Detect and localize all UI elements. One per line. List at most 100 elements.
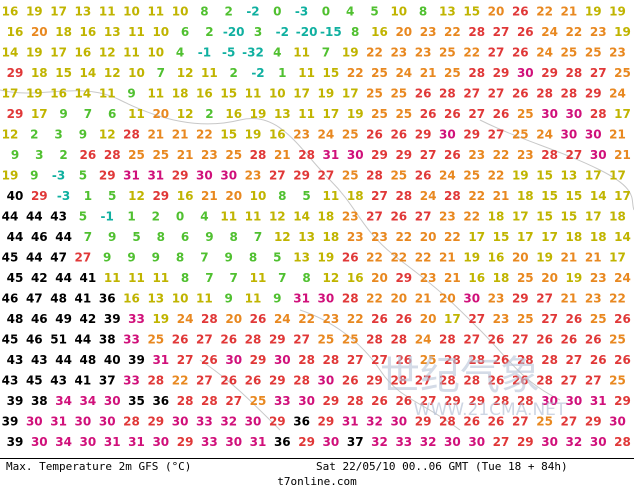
temperature-value: 25 — [371, 107, 388, 121]
temperature-value: 7 — [84, 107, 92, 121]
temperature-value: 26 — [488, 415, 505, 429]
temperature-value: 16 — [2, 5, 19, 19]
temperature-value: 31 — [123, 169, 140, 183]
temperature-value: 11 — [152, 271, 169, 285]
temperature-value: 41 — [80, 271, 97, 285]
footer-background — [0, 458, 634, 490]
temperature-value: 30 — [439, 128, 456, 142]
temperature-value: 29 — [152, 189, 169, 203]
temperature-value: 25 — [517, 107, 534, 121]
temperature-value: 26 — [444, 107, 461, 121]
temperature-value: 25 — [439, 46, 456, 60]
temperature-value: 28 — [366, 169, 383, 183]
temperature-value: 31 — [50, 415, 67, 429]
temperature-value: 19 — [536, 251, 553, 265]
temperature-value: 46 — [26, 333, 43, 347]
temperature-value: 16 — [7, 25, 24, 39]
temperature-value: 30 — [323, 435, 340, 449]
temperature-value: 37 — [347, 435, 364, 449]
temperature-value: 8 — [157, 230, 165, 244]
temperature-value: 22 — [609, 292, 626, 306]
temperature-value: 36 — [99, 292, 116, 306]
temperature-value: 27 — [196, 374, 213, 388]
temperature-value: 9 — [108, 230, 116, 244]
temperature-value: 30 — [566, 394, 583, 408]
temperature-value: 2 — [205, 107, 213, 121]
temperature-value: 27 — [566, 353, 583, 367]
temperature-value: 15 — [220, 128, 237, 142]
temperature-value: 19 — [318, 87, 335, 101]
temperature-value: 20 — [488, 5, 505, 19]
temperature-value: -15 — [320, 25, 342, 39]
temperature-value: 19 — [152, 312, 169, 326]
temperature-value: 5 — [108, 189, 116, 203]
temperature-value: 17 — [468, 230, 485, 244]
temperature-value: 27 — [371, 353, 388, 367]
temperature-value: 19 — [614, 25, 631, 39]
temperature-value: 22 — [444, 230, 461, 244]
temperature-value: 30 — [245, 415, 262, 429]
temperature-value: 26 — [512, 46, 529, 60]
temperature-value: 12 — [99, 46, 116, 60]
temperature-value: 26 — [463, 415, 480, 429]
temperature-value: 24 — [274, 312, 291, 326]
temperature-value: 2 — [225, 5, 233, 19]
temperature-value: 16 — [371, 25, 388, 39]
temperature-value: 14 — [80, 66, 97, 80]
temperature-value: 33 — [201, 435, 218, 449]
temperature-value: 28 — [536, 87, 553, 101]
temperature-value: 26 — [488, 333, 505, 347]
temperature-value: 33 — [395, 435, 412, 449]
temperature-value: 21 — [561, 251, 578, 265]
temperature-value: 8 — [351, 25, 359, 39]
temperature-value: 22 — [493, 148, 510, 162]
temperature-value: 28 — [541, 353, 558, 367]
temperature-value: 44 — [26, 210, 43, 224]
temperature-value: 16 — [75, 46, 92, 60]
temperature-value: 28 — [517, 394, 534, 408]
temperature-value: 9 — [225, 251, 233, 265]
temperature-value: 21 — [585, 251, 602, 265]
temperature-value: 26 — [493, 353, 510, 367]
temperature-value: 28 — [201, 312, 218, 326]
temperature-value: 32 — [420, 435, 437, 449]
temperature-value: 16 — [488, 251, 505, 265]
temperature-value: 18 — [493, 271, 510, 285]
temperature-value: 27 — [590, 66, 607, 80]
temperature-value: 28 — [390, 333, 407, 347]
temperature-value: 19 — [26, 5, 43, 19]
temperature-value: 29 — [366, 374, 383, 388]
temperature-value: 11 — [323, 189, 340, 203]
temperature-value: 29 — [31, 189, 48, 203]
temperature-value: 2 — [205, 25, 213, 39]
temperature-value: 30 — [561, 128, 578, 142]
temperature-value: 28 — [493, 394, 510, 408]
temperature-value: 3 — [254, 25, 262, 39]
temperature-value: 30 — [99, 415, 116, 429]
temperature-value: 8 — [419, 5, 427, 19]
temperature-value: 30 — [463, 292, 480, 306]
temperature-value: 26 — [585, 333, 602, 347]
temperature-value: 30 — [609, 415, 626, 429]
temperature-value: 17 — [50, 5, 67, 19]
temperature-value: 18 — [318, 210, 335, 224]
temperature-value: 17 — [614, 189, 631, 203]
temperature-value: 28 — [395, 189, 412, 203]
temperature-value: 30 — [220, 169, 237, 183]
temperature-value: 10 — [147, 46, 164, 60]
temperature-value: 19 — [512, 169, 529, 183]
temperature-value: 19 — [318, 251, 335, 265]
temperature-value: 28 — [536, 374, 553, 388]
temperature-value: 19 — [342, 46, 359, 60]
temperature-value: 11 — [250, 271, 267, 285]
temperature-value: 26 — [250, 312, 267, 326]
temperature-value: 23 — [201, 148, 218, 162]
temperature-value: 12 — [99, 128, 116, 142]
temperature-value: 39 — [128, 353, 145, 367]
temperature-value: 45 — [7, 271, 24, 285]
temperature-value: 47 — [50, 251, 67, 265]
temperature-value: 9 — [205, 230, 213, 244]
temperature-value: 17 — [293, 87, 310, 101]
temperature-value: 1 — [84, 189, 92, 203]
temperature-value: 33 — [196, 415, 213, 429]
